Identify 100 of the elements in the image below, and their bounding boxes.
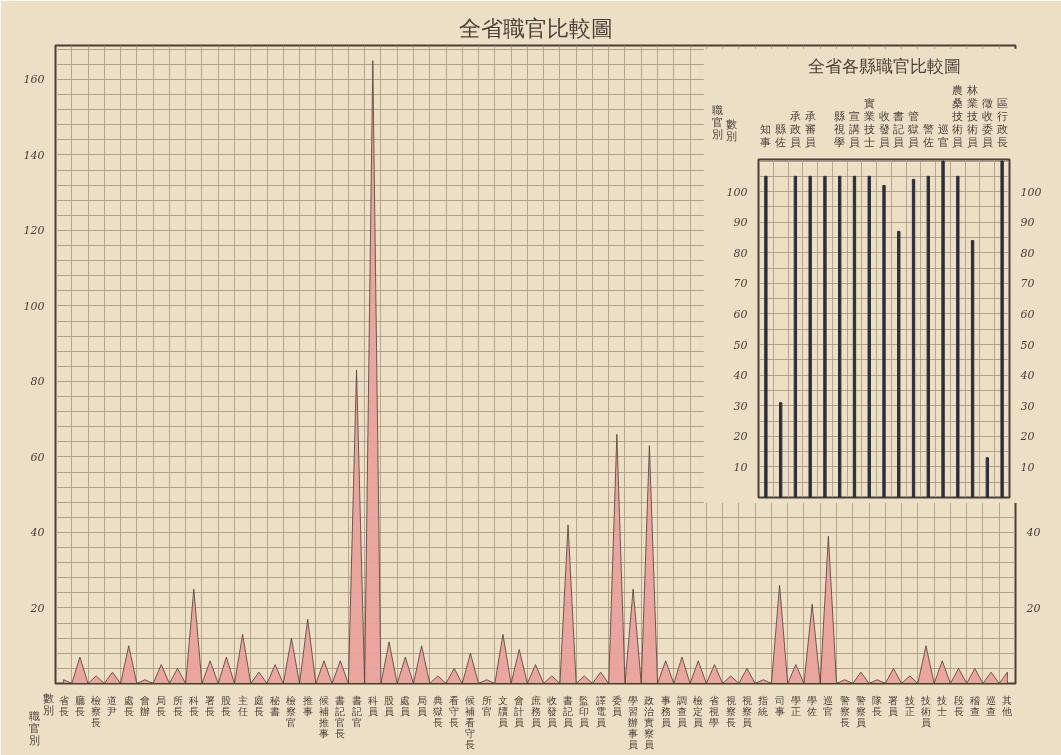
x-tick-label: 局員 — [416, 694, 427, 717]
x-tick-label: 處員 — [400, 694, 411, 717]
annotation: 職官別 — [712, 104, 723, 142]
x-tick-label: 檢定員 — [693, 694, 704, 728]
x-tick-label: 收發員 — [546, 694, 557, 728]
bar — [808, 175, 812, 498]
x-tick-label: 譯電員 — [595, 694, 606, 728]
x-tick-label: 區行政長 — [996, 96, 1008, 149]
y-tick-label: 60 — [30, 450, 45, 464]
x-tick-label: 承政員 — [789, 109, 801, 149]
x-tick-label: 技正 — [903, 694, 915, 717]
y2-tick-label: 20 — [1019, 430, 1035, 444]
chart-title: 全省各縣職官比較圖 — [807, 55, 961, 76]
x-tick-label: 宣講員 — [848, 109, 860, 149]
x-tick-label: 科長 — [188, 694, 199, 717]
x-tick-label: 委員 — [611, 694, 622, 717]
y2-tick-label: 30 — [1020, 399, 1035, 413]
x-tick-label: 省長 — [58, 694, 69, 717]
x-tick-label: 警佐 — [922, 122, 934, 149]
y-tick-label: 30 — [733, 399, 748, 413]
x-tick-label: 典獄長 — [432, 694, 443, 728]
x-tick-label: 警察長 — [839, 694, 850, 728]
text: 職官別 — [29, 710, 40, 748]
x-tick-label: 隊長 — [872, 694, 883, 717]
bar — [823, 175, 827, 498]
x-tick-label: 林業技術員 — [966, 83, 979, 149]
x-tick-label: 指統 — [757, 694, 769, 717]
y-tick-label: 40 — [732, 369, 748, 383]
x-tick-label: 科員 — [367, 694, 378, 717]
x-tick-label: 知事 — [760, 122, 772, 149]
x-tick-label: 管獄員 — [908, 109, 920, 149]
y2-tick-label: 80 — [1020, 246, 1035, 260]
bar — [941, 160, 945, 498]
x-tick-label: 檢察長 — [91, 694, 102, 728]
x-tick-label: 警察員 — [855, 694, 866, 728]
bar — [1000, 160, 1004, 498]
y2-tick-label: 50 — [1020, 338, 1035, 352]
x-tick-label: 學佐 — [807, 694, 818, 717]
bar — [926, 175, 930, 498]
y-tick-label: 60 — [733, 307, 748, 321]
bar — [882, 185, 886, 498]
y2-tick-label: 40 — [1019, 369, 1035, 383]
x-tick-label: 農桑技術員 — [951, 83, 964, 149]
x-tick-label: 承審員 — [804, 109, 816, 149]
x-tick-label: 檢察官 — [286, 694, 297, 728]
x-tick-label: 會辦 — [139, 694, 150, 717]
x-tick-label: 縣視學 — [834, 109, 846, 149]
x-tick-label: 技士 — [936, 694, 948, 717]
x-tick-label: 局長 — [156, 694, 167, 717]
x-tick-label: 書記員 — [893, 109, 905, 149]
y-tick-label: 140 — [23, 148, 45, 162]
x-tick-label: 看守長 — [449, 694, 460, 728]
x-tick-label: 書記官 — [351, 694, 362, 728]
x-tick-label: 技術員 — [920, 694, 932, 728]
y-tick-label: 160 — [23, 73, 45, 87]
x-tick-label: 學正 — [790, 694, 801, 717]
x-tick-label: 會計員 — [514, 694, 525, 728]
y-tick-label: 80 — [733, 246, 748, 260]
x-tick-label: 司事 — [774, 694, 785, 717]
x-tick-label: 視察員 — [742, 694, 753, 728]
y-tick-label: 10 — [733, 460, 748, 474]
bar — [764, 175, 768, 498]
x-tick-label: 文牘員 — [497, 694, 508, 728]
x-tick-label: 徵收委員 — [981, 96, 993, 149]
chart-title: 全省職官比較圖 — [458, 15, 613, 41]
y-tick-label: 40 — [29, 526, 45, 540]
y-tick-label: 20 — [732, 430, 748, 444]
y-tick-label: 100 — [726, 185, 748, 199]
x-tick-label: 所長 — [172, 694, 183, 717]
x-tick-label: 書記員 — [563, 694, 574, 728]
x-tick-label: 署長 — [205, 694, 216, 717]
x-tick-label: 調查員 — [676, 694, 687, 728]
x-tick-label: 收發員 — [878, 109, 890, 149]
x-tick-label: 書記官長 — [335, 694, 346, 739]
x-tick-label: 候補推事 — [318, 694, 329, 739]
x-tick-label: 廳長 — [74, 694, 85, 717]
x-tick-label: 股長 — [221, 694, 232, 717]
y2-tick-label: 40 — [1025, 526, 1041, 540]
x-tick-label: 監印員 — [579, 694, 590, 728]
x-tick-label: 視察長 — [725, 694, 736, 728]
x-tick-label: 實業技士 — [862, 96, 875, 149]
bar — [838, 175, 842, 498]
x-tick-label: 道尹 — [107, 694, 118, 717]
y-tick-label: 70 — [733, 277, 748, 291]
y-tick-label: 50 — [733, 338, 748, 352]
y2-tick-label: 20 — [1025, 602, 1041, 615]
text: 數別 — [43, 692, 54, 718]
x-tick-label: 政治實察員 — [644, 694, 655, 750]
x-tick-label: 巡官 — [823, 694, 834, 717]
annotation: 數別 — [726, 118, 737, 144]
x-tick-label: 股員 — [384, 694, 395, 717]
x-tick-label: 署員 — [888, 694, 899, 717]
y-tick-label: 80 — [30, 375, 45, 389]
x-tick-label: 推事 — [302, 694, 313, 717]
bar — [897, 230, 901, 498]
x-tick-label: 主任 — [236, 694, 248, 717]
x-tick-label: 事務員 — [660, 694, 671, 728]
x-tick-label: 秘書 — [270, 694, 281, 717]
y2-tick-label: 90 — [1020, 216, 1035, 230]
x-tick-label: 省視學 — [709, 694, 720, 728]
